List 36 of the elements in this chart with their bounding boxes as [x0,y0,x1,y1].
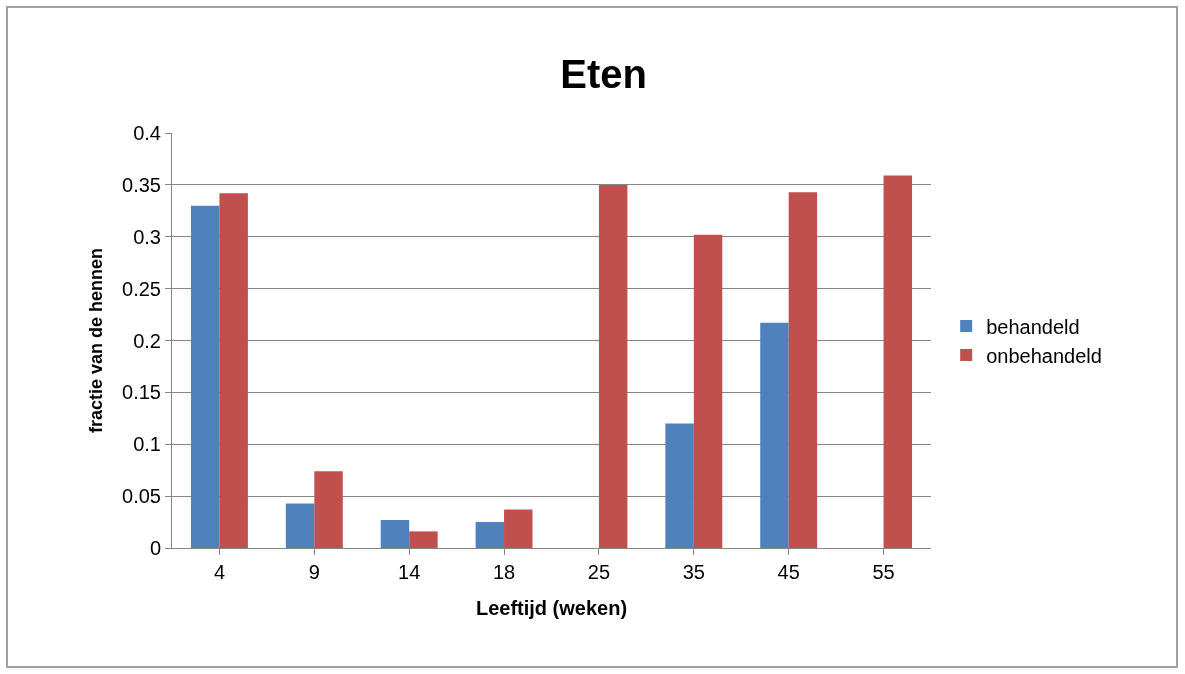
bar [219,193,248,548]
y-tick-label: 0.2 [133,329,161,352]
bar [788,192,818,548]
bar [665,423,694,548]
bar [190,205,220,548]
bar [760,322,789,548]
bar [504,509,533,548]
bar [314,471,343,548]
x-tick-label: 25 [587,561,611,583]
y-tick-label: 0.3 [133,225,161,248]
y-tick-label: 0.15 [122,381,161,404]
x-tick-label: 4 [213,561,225,583]
x-tick-label: 9 [308,561,320,583]
legend-label: behandeld [986,315,1080,338]
y-tick-label: 0.4 [133,122,161,144]
y-tick-label: 0.05 [122,485,161,508]
bar [598,184,628,548]
x-tick-label: 45 [777,561,800,583]
bar [285,503,315,548]
chart-title: Eten [560,51,648,96]
y-tick-label: 0.1 [133,433,161,456]
y-tick-label: 0.25 [122,277,161,300]
y-tick-label: 0.35 [122,173,161,196]
y-axis-title: fractie van de hennen [86,247,107,434]
x-tick-label: 14 [398,561,421,583]
bar [380,519,410,548]
x-tick-label: 35 [682,561,705,583]
x-tick-label: 18 [492,561,516,583]
bar [883,175,913,548]
x-axis-title: Leeftijd (weken) [475,596,628,619]
y-tick-label: 0 [149,537,161,559]
bar [409,531,438,548]
x-tick-label: 55 [872,561,895,583]
bar [475,522,505,548]
legend-label: onbehandeld [986,344,1102,367]
bar [693,234,723,548]
